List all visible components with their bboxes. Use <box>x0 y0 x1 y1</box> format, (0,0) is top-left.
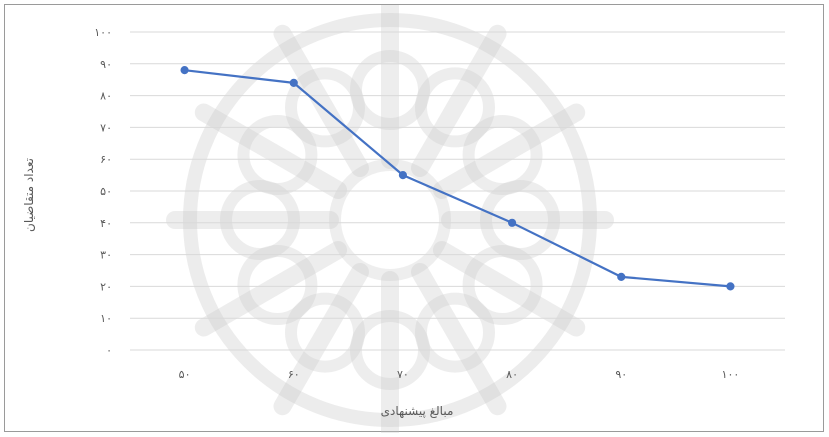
y-tick-label: ۰ <box>106 344 112 357</box>
data-point <box>726 282 735 291</box>
watermark-core <box>329 159 451 281</box>
x-tick-label: ۶۰ <box>288 368 300 381</box>
watermark-spoke <box>411 24 507 178</box>
chart-frame: ۰ ۱۰ ۲۰ ۳۰ ۴۰ ۵۰ ۶۰ ۷۰ ۸۰ ۹۰ ۱۰۰ ۵۰ ۶۰ ۷۰ ۸۰ ۹۰ ۱۰۰ مبا… <box>4 4 824 433</box>
data-point <box>617 272 626 281</box>
watermark-petal <box>415 67 495 148</box>
y-tick-label: ۱۰۰ <box>94 26 112 39</box>
x-axis-ticks: ۵۰ ۶۰ ۷۰ ۸۰ ۹۰ ۱۰۰ <box>179 368 740 381</box>
x-tick-label: ۷۰ <box>397 368 409 381</box>
watermark-petal <box>285 67 365 148</box>
data-point <box>398 171 408 180</box>
watermark-petal <box>462 115 543 195</box>
y-tick-label: ۱۰ <box>100 312 112 325</box>
watermark-ring <box>183 13 597 427</box>
watermark-petal <box>237 115 318 195</box>
watermark-petal <box>285 292 365 373</box>
watermark-petal <box>220 180 300 260</box>
y-tick-label: ۲۰ <box>100 280 112 293</box>
watermark-petal <box>415 292 495 373</box>
watermark-spoke <box>194 241 348 337</box>
x-axis-title: مبالغ پیشنهادی <box>381 404 454 418</box>
y-tick-label: ۵۰ <box>100 185 112 198</box>
watermark-spoke <box>432 103 586 199</box>
watermark-spoke <box>273 24 369 178</box>
x-tick-label: ۵۰ <box>179 368 191 381</box>
watermark-petal <box>350 50 430 130</box>
watermark-spoke <box>273 262 369 416</box>
watermark-petal <box>462 245 543 325</box>
gridlines <box>130 31 785 351</box>
watermark-spoke <box>432 241 586 337</box>
x-tick-label: ۹۰ <box>615 368 627 381</box>
series-group <box>180 66 735 291</box>
watermark-petal <box>237 245 318 325</box>
y-tick-label: ۴۰ <box>100 217 112 230</box>
y-axis-ticks: ۰ ۱۰ ۲۰ ۳۰ ۴۰ ۵۰ ۶۰ ۷۰ ۸۰ ۹۰ ۱۰۰ <box>94 26 112 357</box>
line-chart: ۰ ۱۰ ۲۰ ۳۰ ۴۰ ۵۰ ۶۰ ۷۰ ۸۰ ۹۰ ۱۰۰ ۵۰ ۶۰ ۷۰ ۸۰ ۹۰ ۱۰۰ مبا… <box>22 5 785 433</box>
y-tick-label: ۳۰ <box>100 249 112 262</box>
y-tick-label: ۶۰ <box>100 153 112 166</box>
x-tick-label: ۸۰ <box>506 368 518 381</box>
watermark-spoke <box>411 262 507 416</box>
data-point <box>180 66 189 75</box>
y-tick-label: ۹۰ <box>100 58 112 71</box>
watermark-spoke <box>194 103 348 199</box>
data-point <box>507 218 517 227</box>
watermark-petal <box>480 180 560 260</box>
data-point <box>289 78 298 87</box>
series-line <box>184 69 731 288</box>
y-tick-label: ۸۰ <box>100 90 112 103</box>
y-tick-label: ۷۰ <box>100 121 112 134</box>
x-tick-label: ۱۰۰ <box>722 368 740 381</box>
watermark-emblem <box>166 5 614 433</box>
y-axis-title: تعداد متقاضیان <box>22 158 36 232</box>
